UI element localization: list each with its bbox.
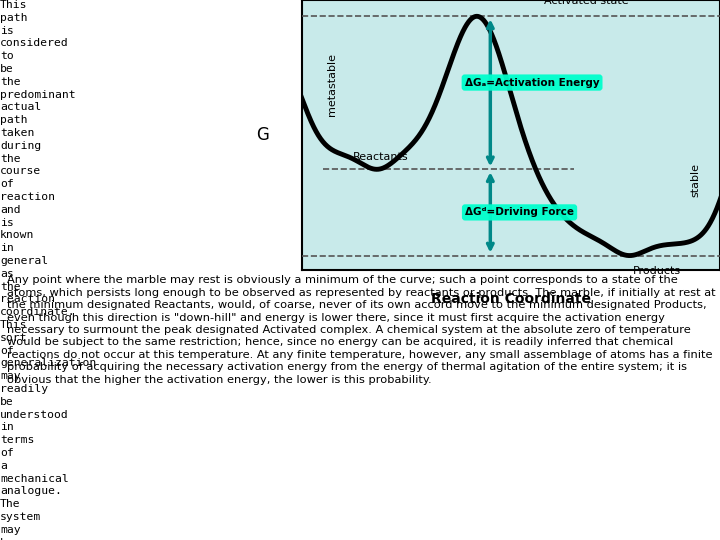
Text: Products: Products [634,266,681,276]
Text: metastable: metastable [328,53,338,116]
Text: Reaction Coordinate: Reaction Coordinate [431,292,591,306]
Text: ΔGᵈ=Driving Force: ΔGᵈ=Driving Force [465,207,574,218]
Text: Any point where the marble may rest is obviously a minimum of the curve; such a : Any point where the marble may rest is o… [7,275,716,384]
Text: Activated state: Activated state [544,0,629,6]
Text: Reactants: Reactants [353,152,408,161]
Text: stable: stable [690,163,701,197]
Text: ΔGₐ=Activation Energy: ΔGₐ=Activation Energy [465,78,599,87]
Text: This path is considered to be
the predominant actual path
taken during the cours: This path is considered to be the predom… [0,0,96,540]
Text: G: G [256,126,269,144]
